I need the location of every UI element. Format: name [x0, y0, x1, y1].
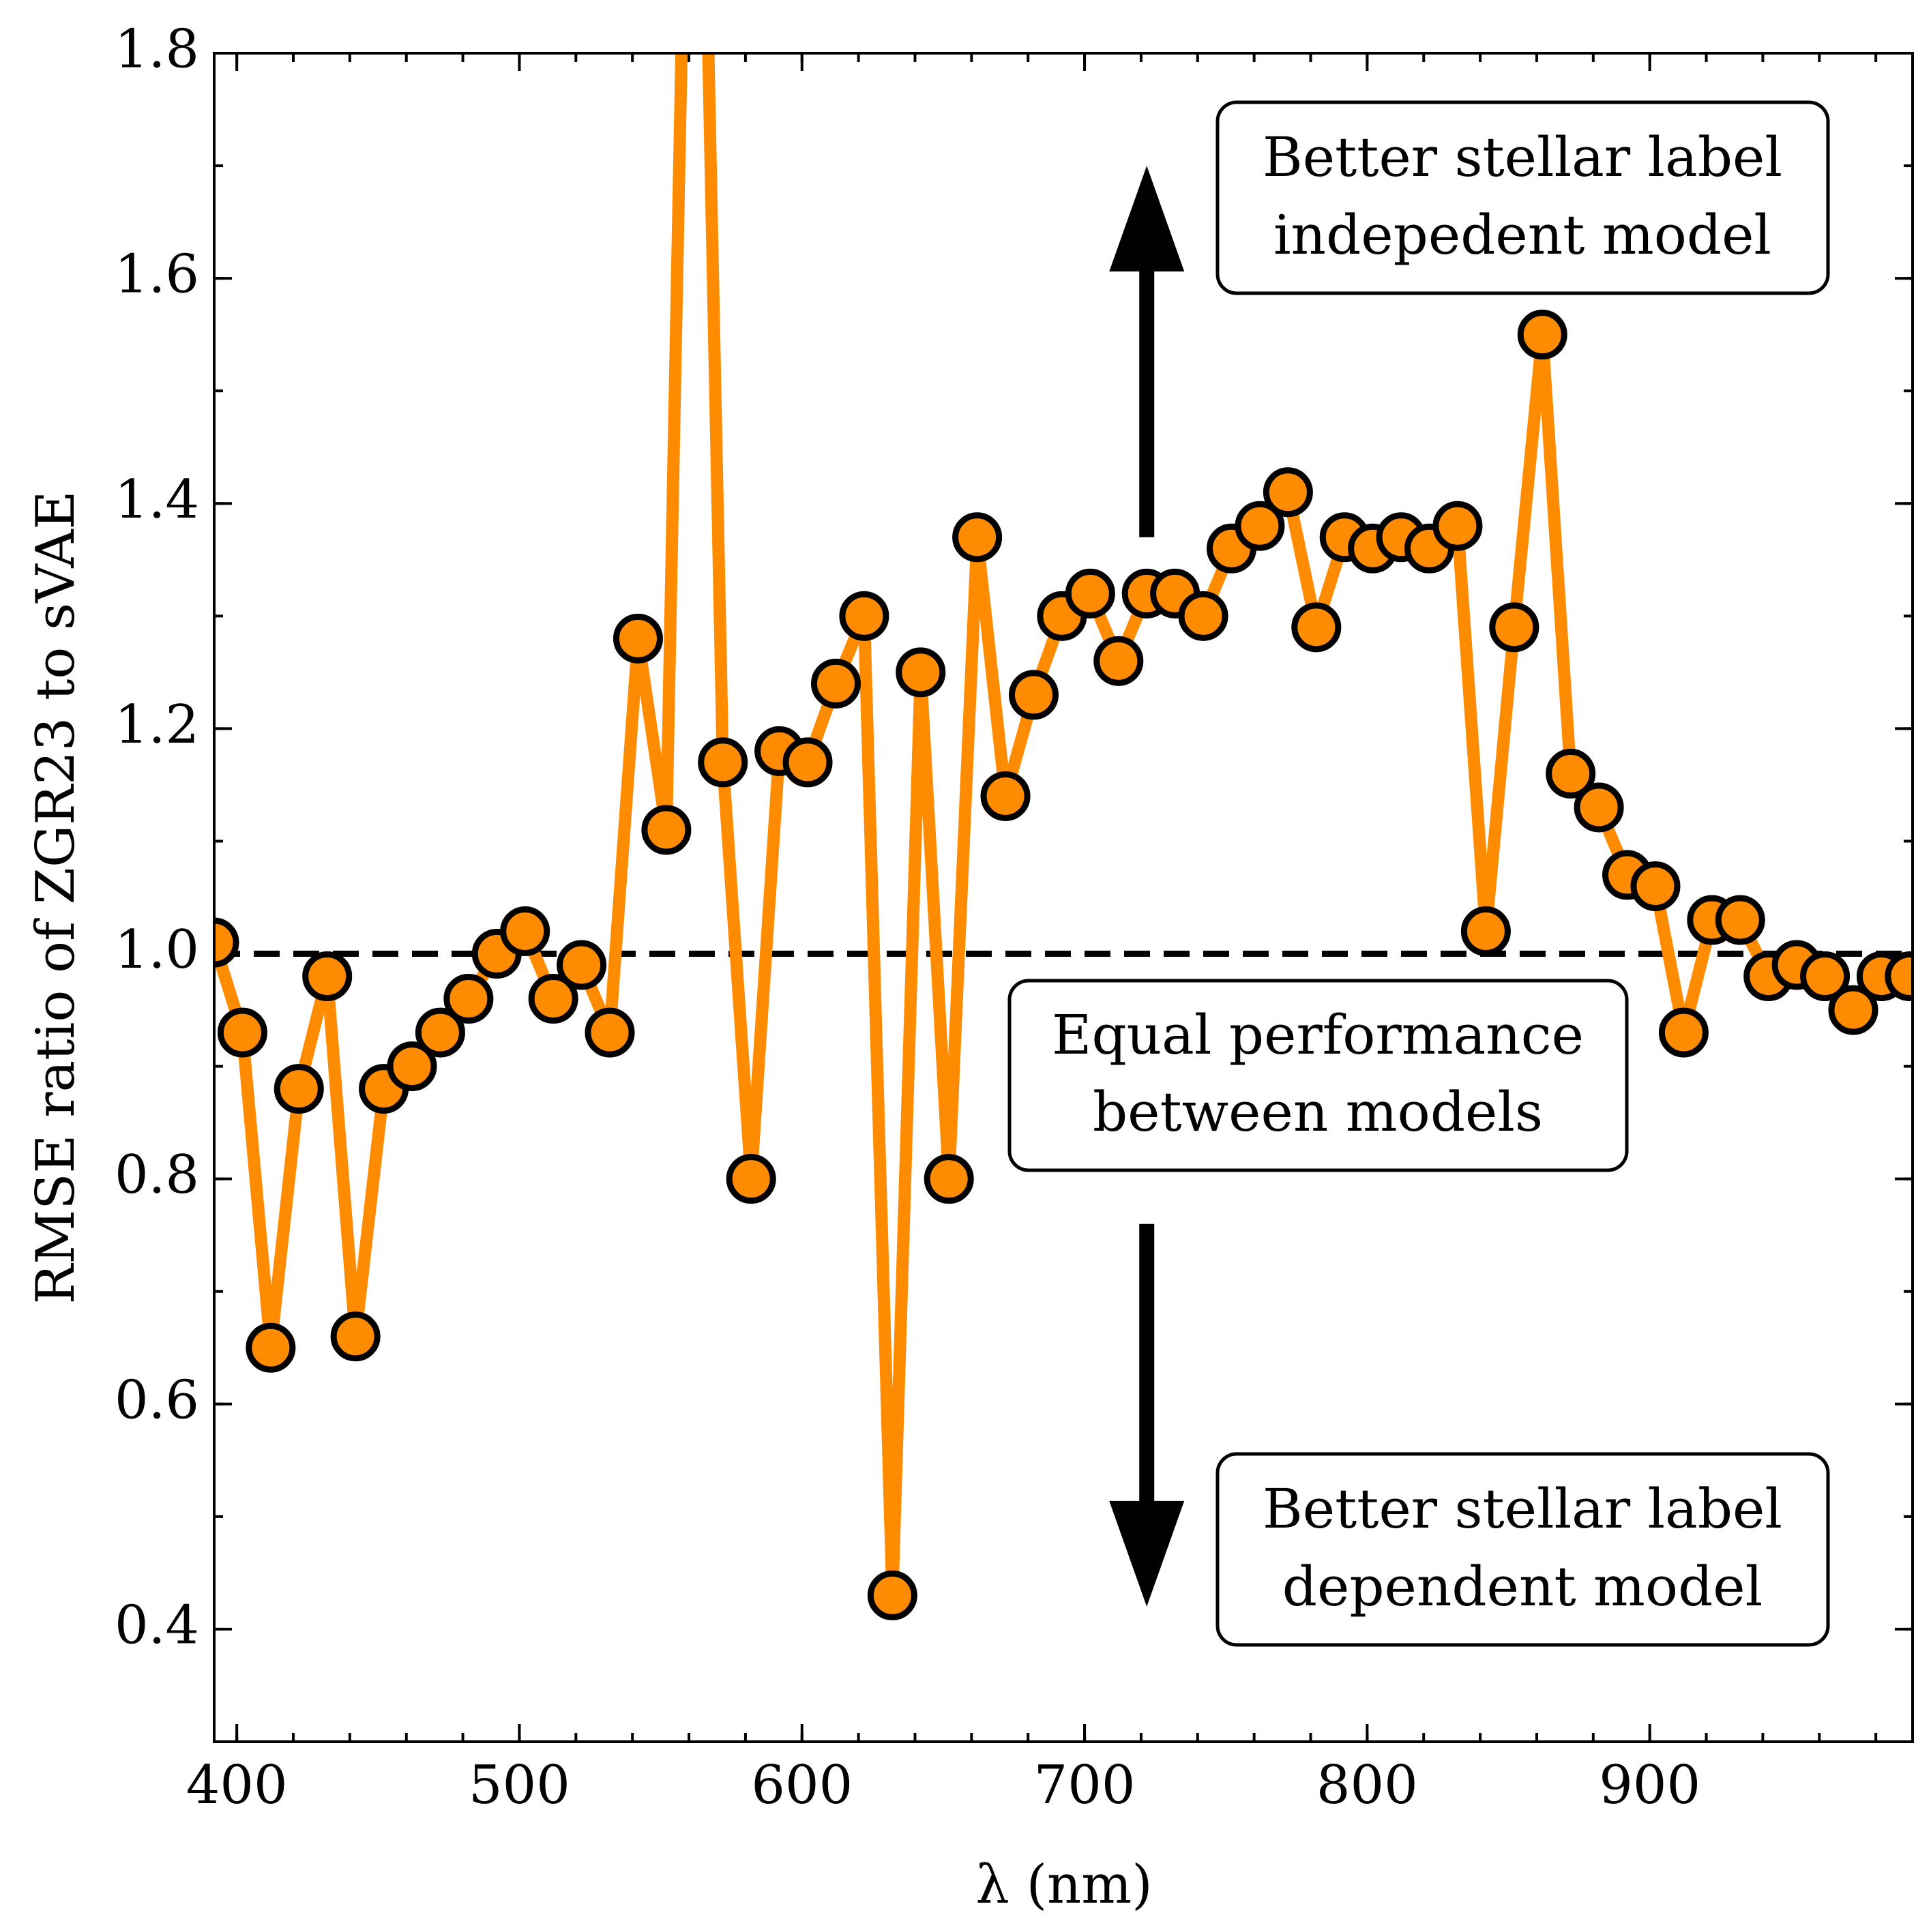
annotation-middle-line-1: Equal performance [1052, 1003, 1584, 1067]
data-point [1235, 501, 1285, 551]
data-point [782, 737, 833, 788]
y-tick-label: 1.8 [115, 19, 199, 80]
annotation-middle-line-2: between models [1093, 1080, 1543, 1144]
annotation-upper-line-2: indepedent model [1273, 203, 1771, 267]
data-point [613, 613, 663, 664]
y-tick-labels: 0.4 0.6 0.8 1.0 1.2 1.4 1.6 1.8 [115, 19, 199, 1656]
data-point [557, 940, 607, 990]
data-point [1800, 951, 1851, 1002]
plot-frame [213, 52, 1914, 1743]
data-point [302, 951, 353, 1002]
x-tick-label: 600 [751, 1755, 853, 1816]
annotation-lower-line-1: Better stellar label [1263, 1477, 1782, 1541]
data-point [387, 1041, 437, 1092]
annotations: Better stellar label indepedent model Eq… [1007, 100, 1830, 1647]
annotation-lower-line-2: dependent model [1282, 1555, 1763, 1618]
x-tick-label: 800 [1316, 1755, 1418, 1816]
data-point [1291, 602, 1342, 653]
data-point [1460, 906, 1511, 957]
data-point [1065, 568, 1115, 619]
data-point [698, 737, 748, 788]
y-tick-label: 1.4 [115, 469, 199, 531]
annotation-middle: Equal performance between models [1007, 979, 1629, 1172]
data-point [896, 647, 946, 698]
x-axis-title: λ (nm) [975, 1854, 1152, 1916]
data-point [641, 805, 692, 855]
y-tick-label: 0.4 [115, 1594, 199, 1656]
data-point [528, 974, 578, 1024]
data-point [1658, 1007, 1709, 1058]
data-point [1630, 861, 1681, 911]
data-point [867, 1570, 917, 1620]
y-tick-label: 1.0 [115, 919, 199, 981]
arrow-up-head [1109, 166, 1185, 272]
data-point [810, 658, 861, 709]
series-markers [214, 310, 1913, 1620]
data-point [1885, 951, 1913, 1002]
data-point [246, 1322, 296, 1373]
arrow-down [1109, 1223, 1185, 1607]
x-tick-label: 700 [1034, 1755, 1136, 1816]
y-tick-label: 0.8 [115, 1144, 199, 1206]
annotation-lower-box [1215, 1452, 1830, 1647]
data-point [443, 974, 494, 1024]
data-point [1828, 985, 1878, 1035]
x-tick-label: 400 [186, 1755, 288, 1816]
arrow-down-head [1109, 1500, 1185, 1607]
x-tick-labels: 400 500 600 700 800 900 [186, 1755, 1700, 1816]
annotation-upper-box [1215, 100, 1830, 295]
y-tick-label: 1.6 [115, 244, 199, 306]
data-point [1517, 310, 1567, 360]
data-point [924, 1154, 974, 1204]
data-point [1093, 636, 1144, 686]
annotation-upper-line-1: Better stellar label [1263, 125, 1782, 189]
data-point [415, 1007, 465, 1058]
data-point [214, 917, 239, 968]
arrows [1109, 166, 1185, 1607]
annotation-upper: Better stellar label indepedent model [1215, 100, 1830, 295]
data-point [726, 1154, 776, 1204]
arrow-up [1109, 166, 1185, 537]
annotation-lower: Better stellar label dependent model [1215, 1452, 1830, 1647]
data-point [839, 591, 889, 641]
data-point [330, 1311, 381, 1362]
x-tick-label: 900 [1599, 1755, 1700, 1816]
data-point [1574, 782, 1624, 833]
data-point [1178, 591, 1228, 641]
data-point [1715, 895, 1765, 945]
data-point [1008, 670, 1059, 720]
data-point [585, 1007, 635, 1058]
data-point [1263, 467, 1313, 518]
data-point [980, 771, 1031, 821]
y-tick-label: 0.6 [115, 1369, 199, 1431]
data-point [274, 1064, 324, 1114]
data-point [1432, 501, 1483, 551]
data-point [952, 512, 1003, 563]
data-point [1489, 602, 1539, 653]
y-axis-title: RMSE ratio of ZGR23 to sVAE [25, 491, 87, 1305]
data-point [217, 1007, 267, 1058]
y-tick-label: 1.2 [115, 694, 199, 756]
data-point [500, 906, 550, 957]
data-point [1546, 748, 1596, 799]
annotation-middle-box [1007, 979, 1629, 1172]
x-tick-label: 500 [469, 1755, 570, 1816]
